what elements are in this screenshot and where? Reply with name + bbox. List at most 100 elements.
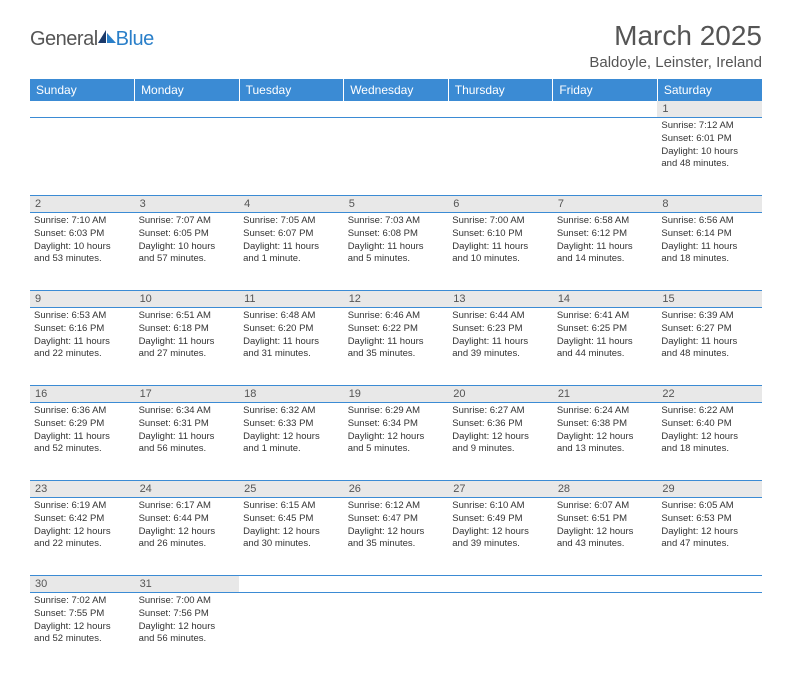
cell-line-sunrise: Sunrise: 7:02 AM xyxy=(34,595,131,608)
cell-content: Sunrise: 6:51 AMSunset: 6:18 PMDaylight:… xyxy=(139,310,236,361)
calendar-cell: Sunrise: 7:03 AMSunset: 6:08 PMDaylight:… xyxy=(344,213,449,291)
calendar-cell xyxy=(239,593,344,671)
calendar-cell xyxy=(553,593,658,671)
cell-content: Sunrise: 6:56 AMSunset: 6:14 PMDaylight:… xyxy=(661,215,758,266)
daynum-cell: 18 xyxy=(239,386,344,403)
daynum-cell: 27 xyxy=(448,481,553,498)
daynum-cell: 21 xyxy=(553,386,658,403)
daynum-cell: 1 xyxy=(657,101,762,118)
cell-line-sunset: Sunset: 6:05 PM xyxy=(139,228,236,241)
cell-line-sunrise: Sunrise: 6:58 AM xyxy=(557,215,654,228)
cell-line-sunrise: Sunrise: 6:19 AM xyxy=(34,500,131,513)
cell-line-daylight1: Daylight: 12 hours xyxy=(661,431,758,444)
cell-content: Sunrise: 6:53 AMSunset: 6:16 PMDaylight:… xyxy=(34,310,131,361)
cell-line-daylight1: Daylight: 11 hours xyxy=(661,241,758,254)
cell-line-sunset: Sunset: 6:33 PM xyxy=(243,418,340,431)
calendar-cell: Sunrise: 6:34 AMSunset: 6:31 PMDaylight:… xyxy=(135,403,240,481)
cell-content: Sunrise: 6:19 AMSunset: 6:42 PMDaylight:… xyxy=(34,500,131,551)
cell-line-daylight2: and 56 minutes. xyxy=(139,633,236,646)
cell-content: Sunrise: 7:12 AMSunset: 6:01 PMDaylight:… xyxy=(661,120,758,171)
daynum-row: 2345678 xyxy=(30,196,762,213)
daynum-cell: 17 xyxy=(135,386,240,403)
cell-line-daylight2: and 5 minutes. xyxy=(348,443,445,456)
cell-line-sunrise: Sunrise: 6:48 AM xyxy=(243,310,340,323)
cell-content: Sunrise: 7:07 AMSunset: 6:05 PMDaylight:… xyxy=(139,215,236,266)
daynum-cell xyxy=(657,576,762,593)
cell-line-daylight1: Daylight: 12 hours xyxy=(557,526,654,539)
calendar-cell: Sunrise: 6:36 AMSunset: 6:29 PMDaylight:… xyxy=(30,403,135,481)
logo-text-blue: Blue xyxy=(116,28,154,51)
cell-line-daylight2: and 9 minutes. xyxy=(452,443,549,456)
daynum-cell: 22 xyxy=(657,386,762,403)
daynum-cell: 14 xyxy=(553,291,658,308)
cell-line-daylight2: and 56 minutes. xyxy=(139,443,236,456)
daynum-cell xyxy=(553,576,658,593)
day-header: Wednesday xyxy=(344,79,449,101)
cell-line-daylight2: and 22 minutes. xyxy=(34,538,131,551)
cell-line-daylight1: Daylight: 11 hours xyxy=(557,336,654,349)
cell-line-sunrise: Sunrise: 6:17 AM xyxy=(139,500,236,513)
calendar-body: 1 Sunrise: 7:12 AMSunset: 6:01 PMDaylight… xyxy=(30,101,762,671)
calendar-cell: Sunrise: 7:02 AMSunset: 7:55 PMDaylight:… xyxy=(30,593,135,671)
calendar-cell: Sunrise: 7:00 AMSunset: 7:56 PMDaylight:… xyxy=(135,593,240,671)
day-header-row: Sunday Monday Tuesday Wednesday Thursday… xyxy=(30,79,762,101)
cell-content: Sunrise: 6:46 AMSunset: 6:22 PMDaylight:… xyxy=(348,310,445,361)
cell-line-sunrise: Sunrise: 7:03 AM xyxy=(348,215,445,228)
cell-line-sunrise: Sunrise: 6:10 AM xyxy=(452,500,549,513)
day-header: Monday xyxy=(135,79,240,101)
calendar-row: Sunrise: 7:10 AMSunset: 6:03 PMDaylight:… xyxy=(30,213,762,291)
cell-content: Sunrise: 6:12 AMSunset: 6:47 PMDaylight:… xyxy=(348,500,445,551)
calendar-cell: Sunrise: 7:05 AMSunset: 6:07 PMDaylight:… xyxy=(239,213,344,291)
day-header: Tuesday xyxy=(239,79,344,101)
calendar-cell: Sunrise: 6:39 AMSunset: 6:27 PMDaylight:… xyxy=(657,308,762,386)
cell-line-sunset: Sunset: 6:53 PM xyxy=(661,513,758,526)
calendar-cell: Sunrise: 6:48 AMSunset: 6:20 PMDaylight:… xyxy=(239,308,344,386)
cell-line-daylight2: and 52 minutes. xyxy=(34,443,131,456)
cell-content: Sunrise: 6:48 AMSunset: 6:20 PMDaylight:… xyxy=(243,310,340,361)
calendar-cell xyxy=(30,118,135,196)
cell-content: Sunrise: 6:41 AMSunset: 6:25 PMDaylight:… xyxy=(557,310,654,361)
cell-line-sunset: Sunset: 6:45 PM xyxy=(243,513,340,526)
daynum-row: 16171819202122 xyxy=(30,386,762,403)
cell-line-daylight2: and 57 minutes. xyxy=(139,253,236,266)
cell-line-sunset: Sunset: 6:27 PM xyxy=(661,323,758,336)
calendar-cell: Sunrise: 6:27 AMSunset: 6:36 PMDaylight:… xyxy=(448,403,553,481)
cell-line-sunset: Sunset: 6:51 PM xyxy=(557,513,654,526)
cell-line-sunrise: Sunrise: 6:22 AM xyxy=(661,405,758,418)
daynum-row: 23242526272829 xyxy=(30,481,762,498)
cell-line-daylight1: Daylight: 11 hours xyxy=(348,336,445,349)
header: General Blue March 2025 Baldoyle, Leinst… xyxy=(30,20,762,71)
cell-line-sunrise: Sunrise: 6:44 AM xyxy=(452,310,549,323)
calendar-cell: Sunrise: 6:19 AMSunset: 6:42 PMDaylight:… xyxy=(30,498,135,576)
calendar-cell: Sunrise: 6:56 AMSunset: 6:14 PMDaylight:… xyxy=(657,213,762,291)
cell-line-daylight2: and 52 minutes. xyxy=(34,633,131,646)
cell-line-sunrise: Sunrise: 7:10 AM xyxy=(34,215,131,228)
cell-content: Sunrise: 6:27 AMSunset: 6:36 PMDaylight:… xyxy=(452,405,549,456)
cell-line-daylight1: Daylight: 11 hours xyxy=(243,336,340,349)
cell-line-sunset: Sunset: 6:44 PM xyxy=(139,513,236,526)
calendar-row: Sunrise: 6:36 AMSunset: 6:29 PMDaylight:… xyxy=(30,403,762,481)
logo-text-general: General xyxy=(30,28,98,51)
cell-line-sunrise: Sunrise: 7:00 AM xyxy=(139,595,236,608)
daynum-cell: 4 xyxy=(239,196,344,213)
cell-line-sunset: Sunset: 6:38 PM xyxy=(557,418,654,431)
cell-line-sunset: Sunset: 6:25 PM xyxy=(557,323,654,336)
daynum-row: 1 xyxy=(30,101,762,118)
cell-line-daylight2: and 48 minutes. xyxy=(661,158,758,171)
cell-line-daylight2: and 39 minutes. xyxy=(452,348,549,361)
cell-content: Sunrise: 6:24 AMSunset: 6:38 PMDaylight:… xyxy=(557,405,654,456)
calendar-cell: Sunrise: 6:53 AMSunset: 6:16 PMDaylight:… xyxy=(30,308,135,386)
calendar-cell: Sunrise: 7:00 AMSunset: 6:10 PMDaylight:… xyxy=(448,213,553,291)
cell-content: Sunrise: 6:36 AMSunset: 6:29 PMDaylight:… xyxy=(34,405,131,456)
cell-line-sunrise: Sunrise: 6:53 AM xyxy=(34,310,131,323)
cell-line-daylight1: Daylight: 12 hours xyxy=(452,526,549,539)
daynum-row: 3031 xyxy=(30,576,762,593)
cell-line-daylight1: Daylight: 11 hours xyxy=(348,241,445,254)
calendar-cell: Sunrise: 7:07 AMSunset: 6:05 PMDaylight:… xyxy=(135,213,240,291)
calendar-cell xyxy=(344,593,449,671)
logo: General Blue xyxy=(30,28,154,51)
cell-line-daylight1: Daylight: 12 hours xyxy=(34,621,131,634)
calendar-cell xyxy=(135,118,240,196)
cell-content: Sunrise: 6:22 AMSunset: 6:40 PMDaylight:… xyxy=(661,405,758,456)
cell-line-sunrise: Sunrise: 6:39 AM xyxy=(661,310,758,323)
